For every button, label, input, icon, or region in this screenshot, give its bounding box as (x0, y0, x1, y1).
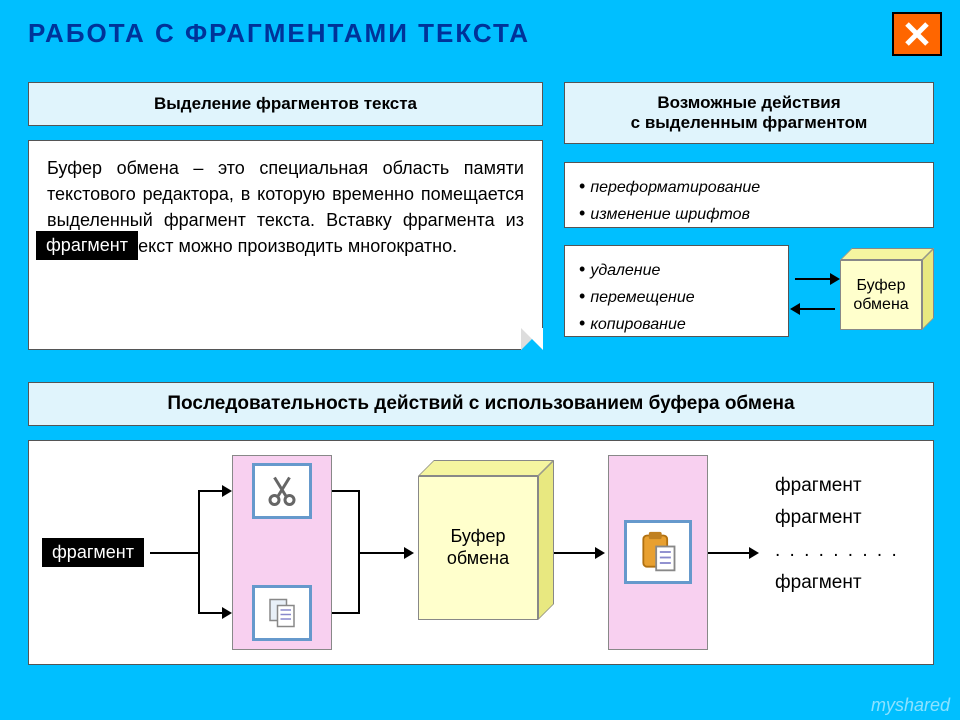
conn-paste-out-head (749, 547, 759, 559)
buffer-small-l1: Буфер (857, 276, 906, 295)
watermark: myshared (871, 695, 950, 716)
copy-icon (264, 595, 300, 631)
buffer-big-l2: обмена (447, 548, 509, 570)
bullets-b-box: удаление перемещение копирование (564, 245, 789, 337)
close-button[interactable] (892, 12, 942, 56)
right-header-panel: Возможные действия с выделенным фрагмент… (564, 82, 934, 144)
fragment-tag-bottom: фрагмент (42, 538, 144, 567)
paste-icon-frame (624, 520, 692, 584)
arrow-from-buffer-head (790, 303, 800, 315)
paste-icon (636, 530, 680, 574)
right-header-line1: Возможные действия (657, 93, 840, 113)
bullet-a-0: переформатирование (579, 173, 919, 200)
buffer-small-top (840, 248, 934, 260)
conn-to-buffer-head (404, 547, 414, 559)
bullet-b-1: перемещение (579, 283, 774, 310)
right-header-line2: с выделенным фрагментом (631, 113, 868, 133)
left-header-panel: Выделение фрагментов текста (28, 82, 543, 126)
bullet-a-1: изменение шрифтов (579, 200, 919, 227)
buffer-small-side (922, 248, 934, 330)
frag-dots: . . . . . . . . . (775, 535, 899, 567)
frag-0: фрагмент (775, 470, 899, 502)
conn-copy-out (332, 612, 360, 614)
conn-frag-v (198, 490, 200, 614)
buffer-small-l2: обмена (853, 295, 908, 314)
conn-to-cut-head (222, 485, 232, 497)
buffer-big: Буфер обмена (418, 476, 538, 620)
conn-to-buffer (358, 552, 408, 554)
frag-3: фрагмент (775, 567, 899, 599)
bullet-b-2: копирование (579, 310, 774, 337)
buffer-small: Буфер обмена (840, 260, 922, 330)
conn-cut-out (332, 490, 360, 492)
bullets-a-box: переформатирование изменение шрифтов (564, 162, 934, 228)
conn-buffer-out-head (595, 547, 605, 559)
arrow-from-buffer (795, 308, 835, 310)
buffer-big-top (418, 460, 554, 476)
sequence-header-panel: Последовательность действий с использова… (28, 382, 934, 426)
fragment-result-list: фрагмент фрагмент . . . . . . . . . фраг… (775, 470, 899, 599)
fold-corner (521, 328, 543, 350)
copy-icon-frame (252, 585, 312, 641)
close-icon (902, 19, 932, 49)
conn-buffer-out (554, 552, 599, 554)
conn-paste-out (708, 552, 753, 554)
conn-to-copy-head (222, 607, 232, 619)
arrow-to-buffer (795, 278, 835, 280)
buffer-big-side (538, 460, 554, 620)
bullet-b-0: удаление (579, 256, 774, 283)
arrow-to-buffer-head (830, 273, 840, 285)
page-title: РАБОТА С ФРАГМЕНТАМИ ТЕКСТА (28, 18, 530, 49)
conn-frag-out (150, 552, 200, 554)
cut-icon-frame (252, 463, 312, 519)
buffer-big-l1: Буфер (450, 526, 505, 548)
fragment-tag-body: фрагмент (36, 231, 138, 260)
cut-icon (264, 473, 300, 509)
frag-1: фрагмент (775, 502, 899, 534)
